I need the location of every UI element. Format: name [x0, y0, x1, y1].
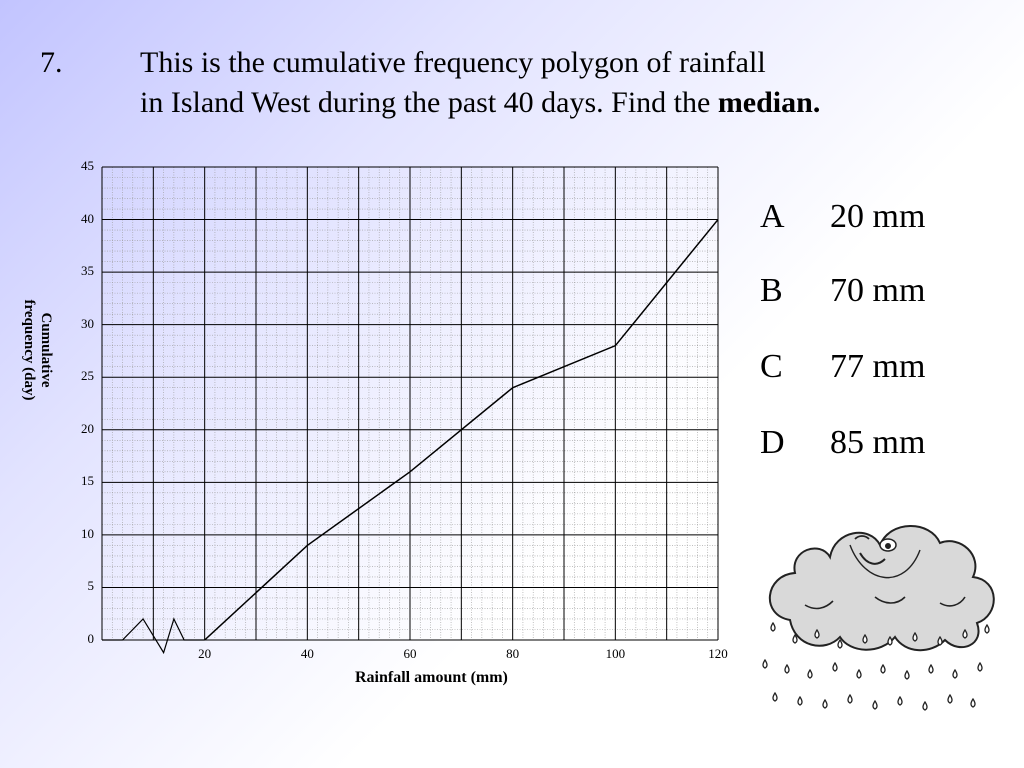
y-tick-label: 0: [87, 631, 95, 646]
raindrop: [984, 623, 990, 634]
raindrop: [928, 663, 934, 674]
raindrop: [792, 633, 798, 644]
option-d-value[interactable]: 85 mm: [830, 424, 926, 461]
y-tick-label: 20: [81, 420, 94, 436]
option-a-value[interactable]: 20 mm: [830, 198, 926, 235]
raindrop: [937, 635, 943, 646]
raindrop: [814, 628, 820, 639]
x-tick-label: 20: [198, 646, 212, 661]
y-tick-label: 40: [81, 210, 94, 226]
raindrop: [977, 661, 983, 672]
y-axis-label: Cumulative frequency (day): [20, 250, 54, 450]
raindrop: [807, 668, 813, 679]
raindrop: [970, 697, 976, 708]
x-tick-label: 60: [403, 646, 417, 661]
raindrop: [862, 633, 868, 644]
question-line-2-text: in Island West during the past 40 days. …: [140, 86, 718, 119]
major-grid: [101, 166, 719, 641]
question-line-1: This is the cumulative frequency polygon…: [140, 46, 766, 79]
raindrop: [784, 663, 790, 674]
x-axis-break: [102, 617, 205, 655]
raindrop: [832, 661, 838, 672]
raindrop: [847, 693, 853, 704]
raindrop: [837, 638, 843, 649]
y-tick-label: 10: [81, 525, 94, 541]
raindrop: [872, 699, 878, 710]
x-tick-label: 80: [506, 646, 520, 661]
raindrop: [770, 621, 776, 632]
raindrop: [952, 668, 958, 679]
raindrop: [922, 700, 928, 711]
option-c-value[interactable]: 77 mm: [830, 348, 926, 385]
raindrop: [772, 691, 778, 702]
option-a-letter[interactable]: A: [760, 198, 785, 235]
raindrop: [962, 628, 968, 639]
option-c-letter[interactable]: C: [760, 348, 783, 385]
y-axis-label-line1: Cumulative: [38, 312, 54, 388]
question-line-2: in Island West during the past 40 days. …: [140, 86, 820, 120]
raindrop: [856, 668, 862, 679]
question-keyword: median.: [717, 86, 821, 119]
raindrop: [947, 693, 953, 704]
series-line: [204, 219, 719, 641]
raindrop: [880, 663, 886, 674]
x-tick-label: 100: [605, 646, 626, 661]
y-tick-label: 15: [81, 473, 94, 489]
raindrop: [762, 658, 768, 669]
raindrop: [797, 695, 803, 706]
y-tick-label: 25: [81, 368, 94, 384]
option-b-letter[interactable]: B: [760, 272, 783, 309]
x-tick-label: 40: [300, 646, 314, 661]
y-tick-label: 30: [81, 315, 94, 331]
x-tick-label: 120: [708, 646, 728, 661]
raindrop: [912, 631, 918, 642]
option-d-letter[interactable]: D: [760, 424, 785, 461]
raindrop: [887, 635, 893, 646]
rain-cloud-icon: [762, 525, 995, 711]
y-tick-label: 45: [81, 158, 94, 173]
raindrop: [904, 669, 910, 680]
cumulative-frequency-chart: [101, 166, 719, 655]
option-b-value[interactable]: 70 mm: [830, 272, 926, 309]
raindrop: [897, 695, 903, 706]
y-axis-label-line2: frequency (day): [21, 299, 37, 401]
question-number: 7.: [40, 46, 63, 79]
x-axis-label: Rainfall amount (mm): [355, 669, 508, 686]
data-points: [204, 219, 719, 641]
raindrop: [822, 698, 828, 709]
y-tick-label: 35: [81, 263, 94, 279]
y-tick-label: 5: [87, 578, 95, 594]
